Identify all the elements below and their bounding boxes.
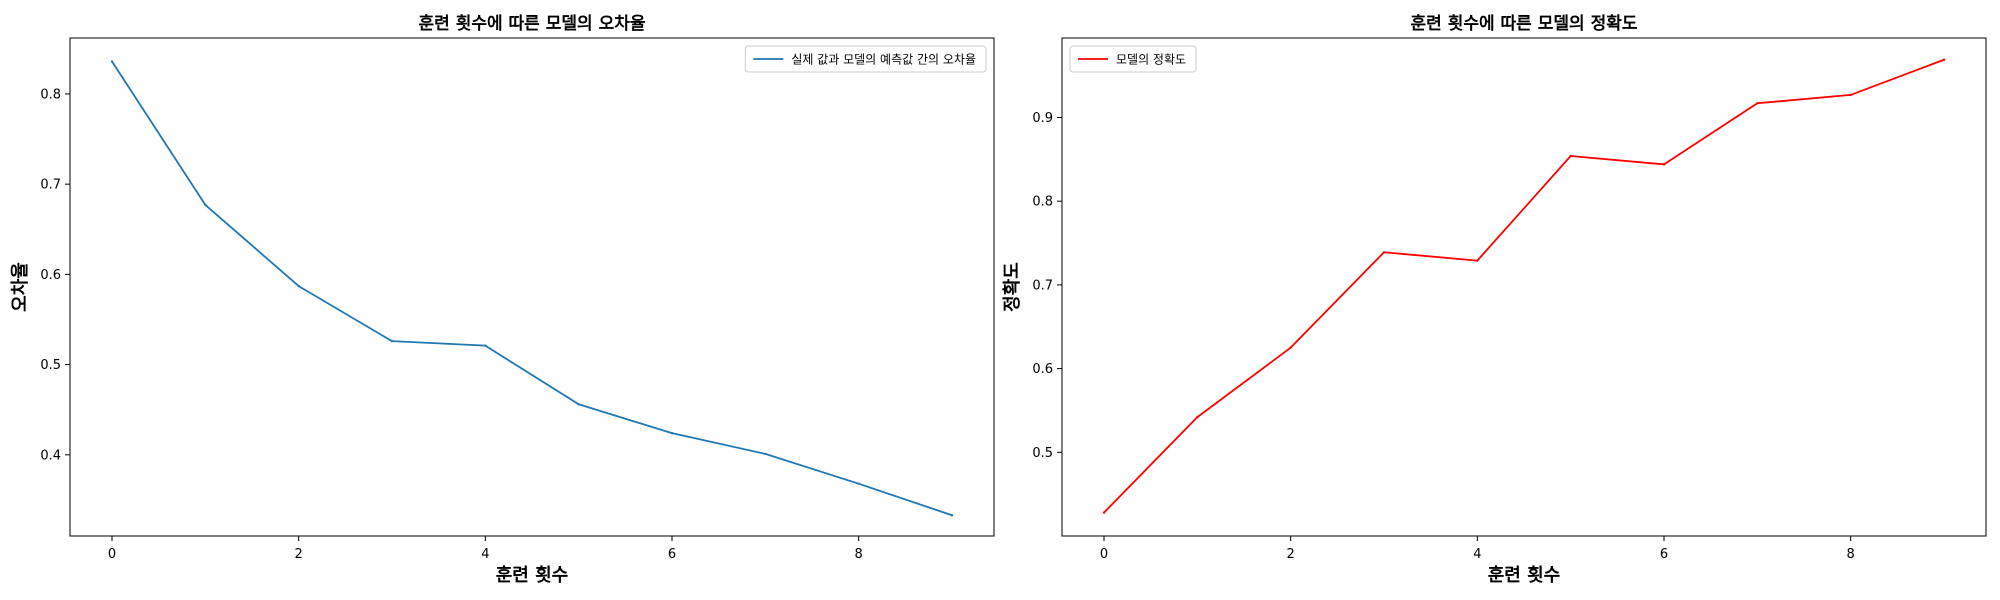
x-tick-label: 2 xyxy=(1287,547,1295,562)
x-tick-label: 8 xyxy=(1847,547,1855,562)
data-point xyxy=(670,431,674,435)
data-point xyxy=(764,452,767,456)
error-rate-chart: 훈련 횟수에 따른 모델의 오차율 0 2 4 6 8 0.4 0.5 0.6 0.7 0.8 훈련 … xyxy=(10,13,995,586)
chart-title: 훈련 횟수에 따른 모델의 정확도 xyxy=(1411,13,1638,34)
y-tick-label: 0.7 xyxy=(40,178,61,193)
plot-frame xyxy=(69,37,995,537)
y-tick-label: 0.7 xyxy=(1032,278,1053,293)
data-point xyxy=(857,482,860,485)
data-point xyxy=(950,514,954,517)
x-tick-label: 6 xyxy=(668,547,676,562)
data-point xyxy=(1569,154,1572,158)
data-point xyxy=(1849,93,1852,97)
data-point xyxy=(390,339,394,343)
x-tick-label: 2 xyxy=(295,547,303,562)
y-tick-label: 0.8 xyxy=(1032,195,1053,210)
y-tick-label: 0.9 xyxy=(1032,111,1053,126)
data-point xyxy=(297,284,300,288)
x-tick-label: 8 xyxy=(855,547,863,562)
chart-title: 훈련 횟수에 따른 모델의 오차율 xyxy=(419,13,646,34)
data-point xyxy=(110,60,114,63)
plot-frame xyxy=(1061,37,1987,537)
y-tick-label: 0.5 xyxy=(1032,446,1053,461)
legend-label: 모델의 정확도 xyxy=(1116,53,1186,67)
data-point xyxy=(1942,58,1946,61)
data-point xyxy=(1476,259,1479,262)
data-point xyxy=(1756,102,1759,105)
y-tick-label: 0.6 xyxy=(1032,362,1053,377)
y-axis-label: 오차율 xyxy=(10,262,31,312)
y-axis-label: 정확도 xyxy=(1002,262,1023,312)
data-point xyxy=(204,203,207,207)
y-tick-label: 0.6 xyxy=(40,268,61,283)
legend-label: 실제 값과 모델의 예측값 간의 오차율 xyxy=(791,53,976,67)
data-point xyxy=(1196,415,1199,419)
y-tick-label: 0.4 xyxy=(40,448,61,463)
legend-box xyxy=(1069,45,1197,73)
x-tick-label: 0 xyxy=(108,547,116,562)
accuracy-chart: 훈련 횟수에 따른 모델의 정확도 0 2 4 6 8 0.5 0.6 0.7 0.8 0.9 훈련 … xyxy=(1002,13,1987,586)
data-point xyxy=(1289,346,1292,349)
x-axis-label: 훈련 횟수 xyxy=(1488,564,1561,586)
data-point xyxy=(1102,511,1106,514)
x-axis-label: 훈련 횟수 xyxy=(496,564,569,586)
x-tick-label: 4 xyxy=(481,547,489,562)
x-tick-label: 6 xyxy=(1660,547,1668,562)
legend: 실제 값과 모델의 예측값 간의 오차율 xyxy=(744,45,987,73)
y-tick-label: 0.5 xyxy=(40,358,61,373)
data-point xyxy=(1382,251,1386,254)
y-tick-label: 0.8 xyxy=(40,87,61,102)
legend: 모델의 정확도 xyxy=(1069,45,1197,73)
data-point xyxy=(484,344,487,347)
series-line xyxy=(111,60,953,517)
series-line xyxy=(1103,58,1945,514)
legend-box xyxy=(744,45,987,73)
data-point xyxy=(1662,163,1666,166)
x-tick-label: 0 xyxy=(1100,547,1108,562)
data-point xyxy=(577,403,580,406)
x-tick-label: 4 xyxy=(1473,547,1481,562)
